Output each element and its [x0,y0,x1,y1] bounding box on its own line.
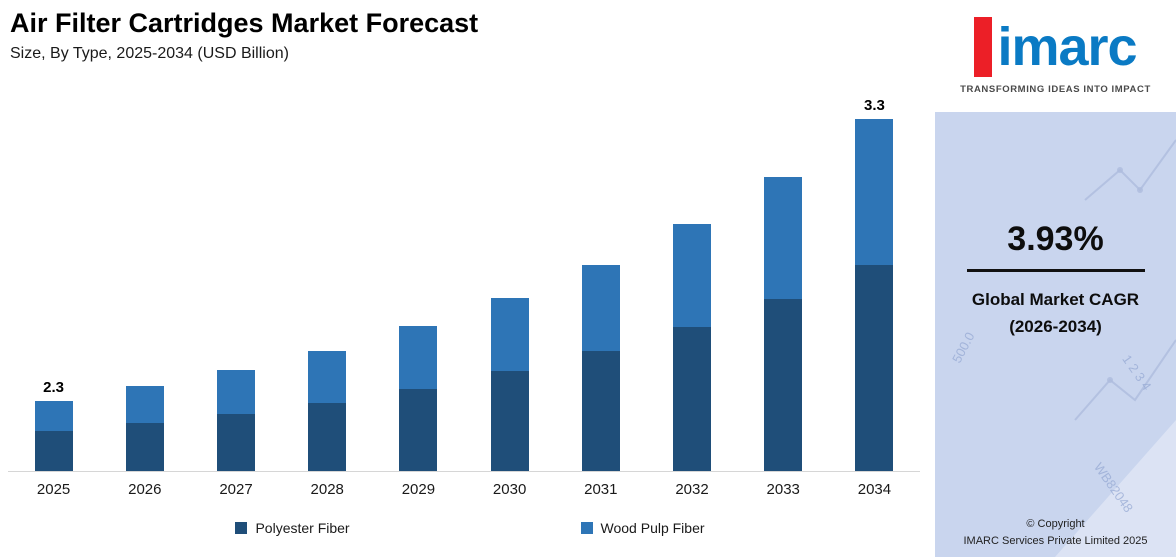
x-labels-row: 2025 2026 2027 2028 2029 2030 2031 2032 2033 2034 [8,481,920,498]
bar-stack [855,119,894,471]
bar-column: 3.3 [829,92,920,471]
cagr-label: Global Market CAGR (2026-2034) [935,286,1176,340]
cagr-divider [966,269,1145,272]
x-axis-label: 2032 [675,481,709,498]
bar-column [190,92,281,471]
bar-segment-polyester-fiber [34,431,73,471]
x-axis-label: 2033 [766,481,800,498]
chart-panel: Air Filter Cartridges Market Forecast Si… [8,8,920,536]
legend-label: Polyester Fiber [255,520,350,536]
bar-value-label: 3.3 [864,97,885,114]
imarc-logo: imarc [974,16,1138,77]
legend-swatch-icon [580,522,593,534]
bar-segment-wood-pulp-fiber [855,119,894,265]
bar-column [282,92,373,471]
x-axis-label: 2028 [310,481,344,498]
x-axis-label: 2027 [219,481,253,498]
x-axis-label: 2030 [492,481,527,498]
bar-segment-polyester-fiber [673,327,712,471]
bar-segment-polyester-fiber [764,299,803,471]
copyright-line2: IMARC Services Private Limited 2025 [963,534,1148,547]
x-axis-label: 2029 [401,481,436,498]
bar-segment-polyester-fiber [217,414,255,471]
bar-segment-polyester-fiber [490,371,529,471]
x-axis-label: 2026 [128,481,162,498]
page-subtitle: Size, By Type, 2025-2034 (USD Billion) [10,45,289,62]
copyright-notice: © Copyright IMARC Services Private Limit… [935,516,1176,549]
bar-stack [125,386,164,471]
bar-stack [673,224,712,471]
bar-stack [308,351,347,471]
bar-column [555,92,646,471]
bar-column: 2.3 [8,92,99,471]
legend-item: Polyester Fiber [235,520,350,536]
bar-segment-wood-pulp-fiber [399,326,438,389]
bar-column [738,92,829,471]
x-axis-label: 2034 [857,481,892,498]
bar-segment-polyester-fiber [308,403,347,471]
bar-segment-wood-pulp-fiber [308,351,347,403]
bar-segment-wood-pulp-fiber [490,298,529,371]
bar-stack [217,370,255,471]
sidebar-decorative-graphic: 500.0 1 2 3 4 WB82048 [935,0,1176,557]
legend-label: Wood Pulp Fiber [600,520,705,536]
bar-stack [490,298,529,471]
chart-header: Air Filter Cartridges Market Forecast Si… [10,8,478,63]
bar-segment-wood-pulp-fiber [217,370,255,414]
bar-column [464,92,555,471]
cagr-label-line1: Global Market CAGR [971,290,1140,309]
logo-tagline: TRANSFORMING IDEAS INTO IMPACT [960,84,1151,95]
bar-stack [581,265,620,471]
cagr-block: 3.93% Global Market CAGR (2026-2034) [935,220,1176,340]
legend-item: Wood Pulp Fiber [580,520,705,536]
branding-sidebar: 500.0 1 2 3 4 WB82048 imarc TRANSFORMING… [935,0,1176,557]
bar-stack [764,177,803,471]
bar-column [99,92,190,471]
decor-chart-lines-icon [1055,90,1176,557]
cagr-value: 3.93% [1007,220,1104,258]
bar-stack [399,326,438,471]
page-title: Air Filter Cartridges Market Forecast [10,8,479,38]
bar-segment-wood-pulp-fiber [581,265,620,351]
chart-legend: Polyester Fiber Wood Pulp Fiber [120,520,820,536]
stacked-bar-chart: 2.3 3.3 2025 2026 2027 2028 2029 2030 2031 2032 2… [8,92,920,498]
copyright-line1: © Copyright [1026,518,1085,530]
logo-wordmark: imarc [997,16,1137,77]
logo-red-block-icon [974,17,993,77]
bar-value-label: 2.3 [43,379,65,396]
bar-segment-polyester-fiber [855,265,894,471]
x-axis-label: 2031 [584,481,618,498]
bar-column [646,92,737,471]
legend-swatch-icon [235,522,248,534]
bar-segment-wood-pulp-fiber [764,177,803,299]
bar-segment-polyester-fiber [125,423,164,471]
bar-segment-wood-pulp-fiber [673,224,712,327]
cagr-label-line2: (2026-2034) [1009,317,1102,337]
bar-column [373,92,464,471]
bar-segment-wood-pulp-fiber [34,401,73,431]
imarc-logo-box: imarc TRANSFORMING IDEAS INTO IMPACT [935,0,1176,112]
bar-segment-polyester-fiber [581,351,620,471]
bar-segment-polyester-fiber [399,389,438,471]
bars-row: 2.3 3.3 [8,92,920,472]
bar-segment-wood-pulp-fiber [125,386,164,423]
bar-stack [34,401,73,471]
x-axis-label: 2025 [36,481,71,498]
